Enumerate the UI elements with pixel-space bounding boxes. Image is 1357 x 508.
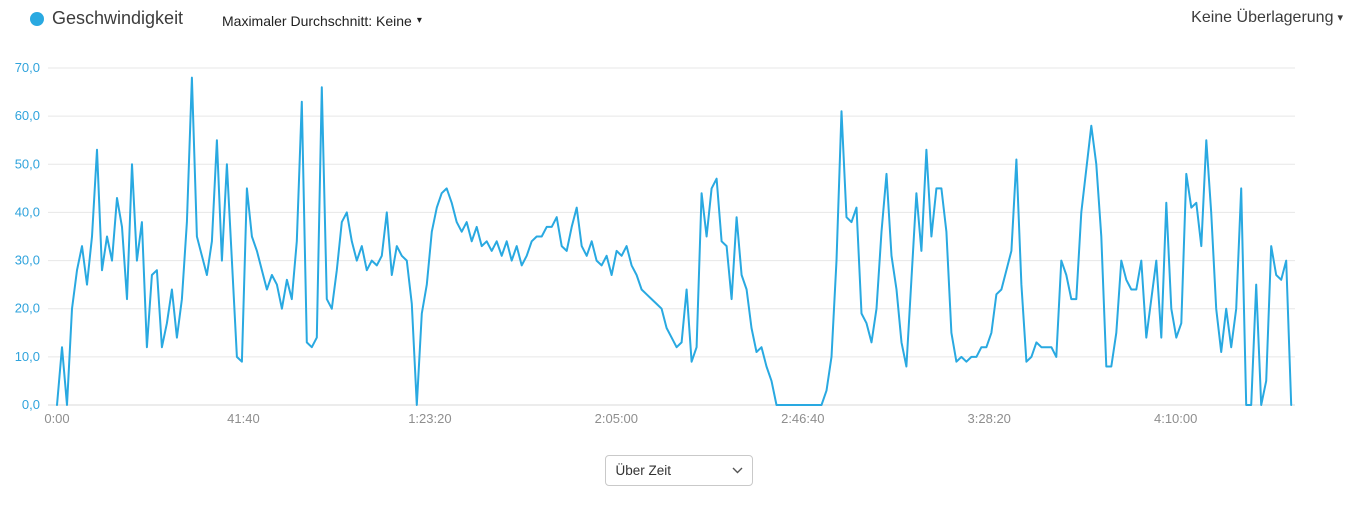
y-axis-tick-label: 30,0 xyxy=(15,253,40,268)
y-axis-tick-label: 70,0 xyxy=(15,60,40,75)
overlay-dropdown[interactable]: Keine Überlagerung ▾ xyxy=(1191,9,1343,27)
speed-chart[interactable]: 0,0 10,0 20,0 30,0 40,0 50,0 60,0 70,0 0:00 41:40… xyxy=(0,48,1357,438)
y-axis-tick-label: 60,0 xyxy=(15,108,40,123)
speed-chart-canvas[interactable]: 0,0 10,0 20,0 30,0 40,0 50,0 60,0 70,0 0:00 41:40… xyxy=(0,48,1357,438)
max-average-dropdown-label: Maximaler Durchschnitt: Keine xyxy=(222,13,412,29)
caret-down-icon: ▾ xyxy=(1337,11,1343,24)
x-axis-mode-select[interactable]: Über Zeit xyxy=(604,455,753,486)
legend-dot-icon xyxy=(30,11,44,26)
max-average-dropdown[interactable]: Maximaler Durchschnitt: Keine ▾ xyxy=(222,13,422,29)
caret-down-icon: ▾ xyxy=(416,15,422,26)
speed-series-line xyxy=(56,76,1293,406)
y-axis-tick-label: 10,0 xyxy=(15,349,40,364)
y-axis-tick-label: 20,0 xyxy=(15,301,40,316)
y-axis-tick-label: 50,0 xyxy=(15,156,40,171)
x-axis-tick-label: 2:05:00 xyxy=(595,411,638,426)
x-axis-tick-label: 3:28:20 xyxy=(968,411,1011,426)
x-axis-tick-label: 4:10:00 xyxy=(1154,411,1197,426)
x-axis-mode-select-box: Über Zeit xyxy=(604,455,753,486)
x-axis-tick-label: 0:00 xyxy=(44,411,69,426)
chart-footer: Über Zeit xyxy=(0,452,1357,492)
series-legend: Geschwindigkeit xyxy=(30,8,183,29)
overlay-dropdown-label: Keine Überlagerung xyxy=(1191,9,1334,26)
x-axis-tick-label: 1:23:20 xyxy=(408,411,451,426)
x-axis-tick-label: 2:46:40 xyxy=(781,411,824,426)
y-axis-tick-label: 40,0 xyxy=(15,204,40,219)
x-axis-tick-label: 41:40 xyxy=(227,411,260,426)
chart-header: Geschwindigkeit Maximaler Durchschnitt: … xyxy=(0,0,1357,48)
y-axis-tick-label: 0,0 xyxy=(22,397,40,412)
legend-label: Geschwindigkeit xyxy=(52,8,184,28)
